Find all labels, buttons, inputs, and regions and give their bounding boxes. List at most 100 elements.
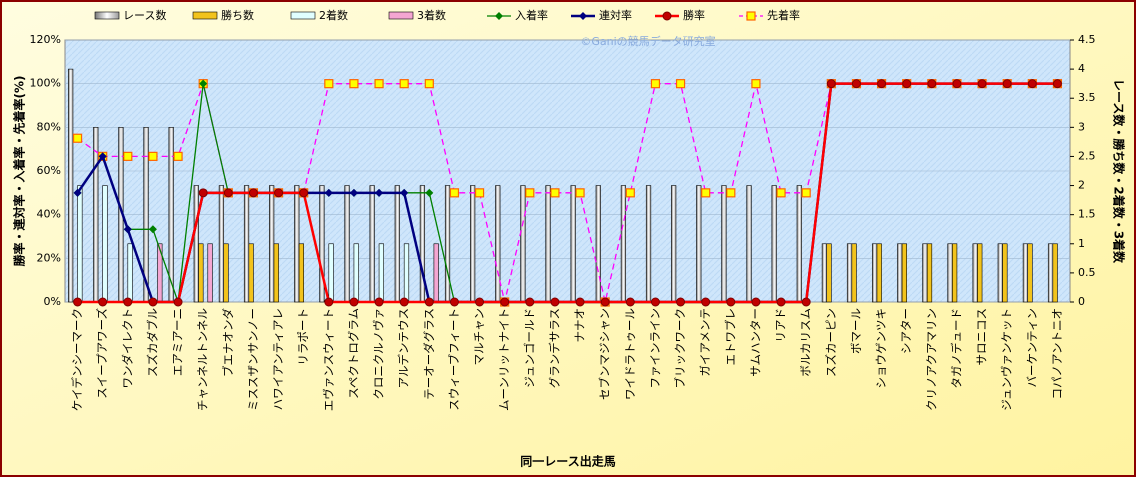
point [776,188,786,198]
bar [102,185,108,303]
legend-label: 勝率 [683,8,705,22]
bar [645,185,652,303]
bar [394,185,400,303]
y-tick-label: 60% [37,164,61,177]
point [625,297,635,307]
point [600,297,610,307]
legend-marker [579,12,587,20]
point [977,79,987,89]
point [248,188,258,198]
bar [369,185,375,303]
point [424,297,434,307]
bar [68,68,74,303]
x-tick-label: ボルカリスム [799,308,813,377]
y-tick-label: 100% [30,77,61,90]
bar [198,243,204,303]
x-tick-label: タガノデュード [949,308,963,389]
x-tick-label: エアミアーニ [171,308,185,376]
bar [294,185,300,303]
bar [972,243,978,303]
point [726,297,736,307]
bar [851,243,857,303]
bar [876,243,882,303]
point [324,188,333,197]
point [701,297,711,307]
legend-swatch [290,11,316,20]
point [575,297,585,307]
point [1002,79,1012,89]
point [424,79,434,89]
y2-tick-label: 1.5 [1078,208,1096,221]
point [123,225,132,234]
bar [620,185,627,303]
bar [248,243,254,303]
point [801,297,811,307]
legend-swatch [192,11,218,20]
bar [952,243,958,303]
x-tick-label: ムーンリットナイト [497,308,511,411]
point [349,188,358,197]
point [199,79,208,88]
point [98,297,108,307]
x-tick-label: ブエナオンダ [221,308,235,377]
bar [922,243,928,303]
x-tick-label: ブリックワーク [673,308,687,389]
annotation: ©Ganiの競馬データ研究室 [580,34,715,48]
y2-tick-label: 4 [1078,62,1085,75]
x-tick-label: エヴァンスウィート [321,308,335,411]
legend-marker [746,11,756,21]
point [73,297,83,307]
y2-tick-label: 2.5 [1078,149,1096,162]
point [751,297,761,307]
point [1027,79,1037,89]
point [675,79,686,89]
x-tick-label: ジュンゴールド [522,308,536,388]
bar [470,185,476,303]
point [148,225,157,234]
x-tick-label: クリノアクアマリン [924,308,938,411]
legend-label: 先着率 [767,8,800,22]
bar [1052,243,1058,303]
point [676,297,686,307]
legend-label: 入着率 [515,8,548,22]
bar [671,185,677,303]
point [98,152,107,161]
point [902,79,912,89]
point [449,188,460,198]
bar [495,185,501,303]
point [400,188,409,197]
bar [872,243,878,303]
bar [746,185,752,303]
x-tick-label: ボマール [849,308,863,354]
y-tick-label: 120% [30,33,61,46]
point [851,79,861,89]
bar [826,243,832,303]
y2-tick-label: 3 [1078,120,1085,133]
y-tick-label: 80% [37,120,61,133]
point [399,297,409,307]
point [223,188,233,198]
point [274,188,284,198]
point [123,297,133,307]
point [575,188,585,198]
point [801,188,811,198]
point [123,151,133,161]
point [525,297,535,307]
point [173,297,183,307]
bar [193,185,199,303]
bar [218,185,225,303]
point [375,188,384,197]
point [927,79,937,89]
x-tick-label: ショウゲンツキ [874,308,888,389]
x-tick-label: スイープアワーズ [95,308,109,399]
point [751,79,761,89]
point [650,297,660,307]
bar [926,243,933,303]
point [349,297,359,307]
y-tick-label: 0% [44,295,61,308]
x-tick-label: ハワイアンティアレ [271,308,285,410]
x-tick-label: バーケンティン [1025,308,1039,387]
point [374,79,384,89]
x-tick-label: アルデンテウス [397,308,411,388]
legend-label: 連対率 [599,8,632,22]
